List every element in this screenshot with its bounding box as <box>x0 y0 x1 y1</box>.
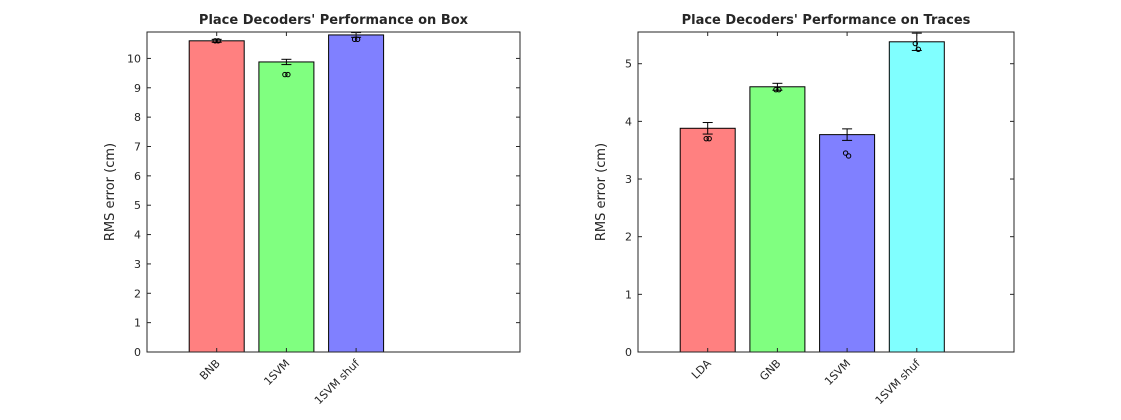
y-tick-label: 6 <box>134 170 141 183</box>
y-tick-label: 3 <box>134 258 141 271</box>
y-axis-label: RMS error (cm) <box>103 143 118 241</box>
y-tick-label: 5 <box>134 199 141 212</box>
data-point <box>282 71 288 78</box>
y-tick-label: 10 <box>127 52 141 65</box>
data-point <box>845 153 852 159</box>
data-point <box>773 86 779 93</box>
data-point <box>776 86 782 93</box>
axes-box <box>637 31 1015 353</box>
data-point <box>354 36 361 43</box>
data-point <box>212 38 218 44</box>
y-tick-label: 2 <box>625 231 632 244</box>
x-tick-label: 1SVM shuf <box>873 356 924 407</box>
y-tick-label: 0 <box>625 346 632 359</box>
x-tick-label: LDA <box>689 357 714 382</box>
data-point <box>351 36 358 43</box>
axes-box <box>146 31 521 353</box>
y-tick-label: 0 <box>134 346 141 359</box>
y-tick-label: 5 <box>625 58 632 71</box>
y-axis-label: RMS error (cm) <box>594 143 609 241</box>
data-point <box>842 150 849 156</box>
chart-panel-2: 0 1 2 3 4 5 LDA GNB 1SVM 1SVM shuf Place Decoders'… <box>594 13 1015 407</box>
data-point <box>285 71 291 78</box>
y-tick-label: 3 <box>625 173 632 186</box>
bar-lda <box>679 127 736 353</box>
data-point <box>706 135 712 142</box>
bar-gnb <box>749 86 806 353</box>
data-point <box>915 46 921 52</box>
data-point <box>215 38 221 44</box>
x-tick-label: GNB <box>757 357 783 383</box>
y-tick-label: 8 <box>134 111 141 124</box>
x-tick-label: 1SVM shuf <box>312 356 363 407</box>
y-tick-label: 1 <box>134 317 141 330</box>
bar-bnb <box>188 40 245 353</box>
bar-1svm <box>819 134 876 353</box>
chart-title: Place Decoders' Performance on Traces <box>682 13 971 28</box>
bar-1svm-shuf <box>888 41 945 353</box>
y-tick-label: 1 <box>625 288 632 301</box>
y-tick-label: 4 <box>134 229 141 242</box>
data-point <box>912 40 918 47</box>
bar-1svm-shuf <box>328 34 385 353</box>
x-tick-label: BNB <box>197 357 223 383</box>
y-tick-label: 9 <box>134 82 141 95</box>
chart-title: Place Decoders' Performance on Box <box>199 13 469 28</box>
data-point <box>703 135 709 142</box>
bar-1svm <box>258 61 315 353</box>
y-tick-label: 7 <box>134 140 141 153</box>
x-tick-label: 1SVM <box>822 357 853 388</box>
y-tick-label: 4 <box>625 115 632 128</box>
x-tick-label: 1SVM <box>261 357 292 388</box>
chart-panel-1: 0 1 2 3 4 5 6 7 8 9 10 BNB 1SVM 1SVM shuf Place Decode… <box>103 13 521 407</box>
y-tick-label: 2 <box>134 287 141 300</box>
